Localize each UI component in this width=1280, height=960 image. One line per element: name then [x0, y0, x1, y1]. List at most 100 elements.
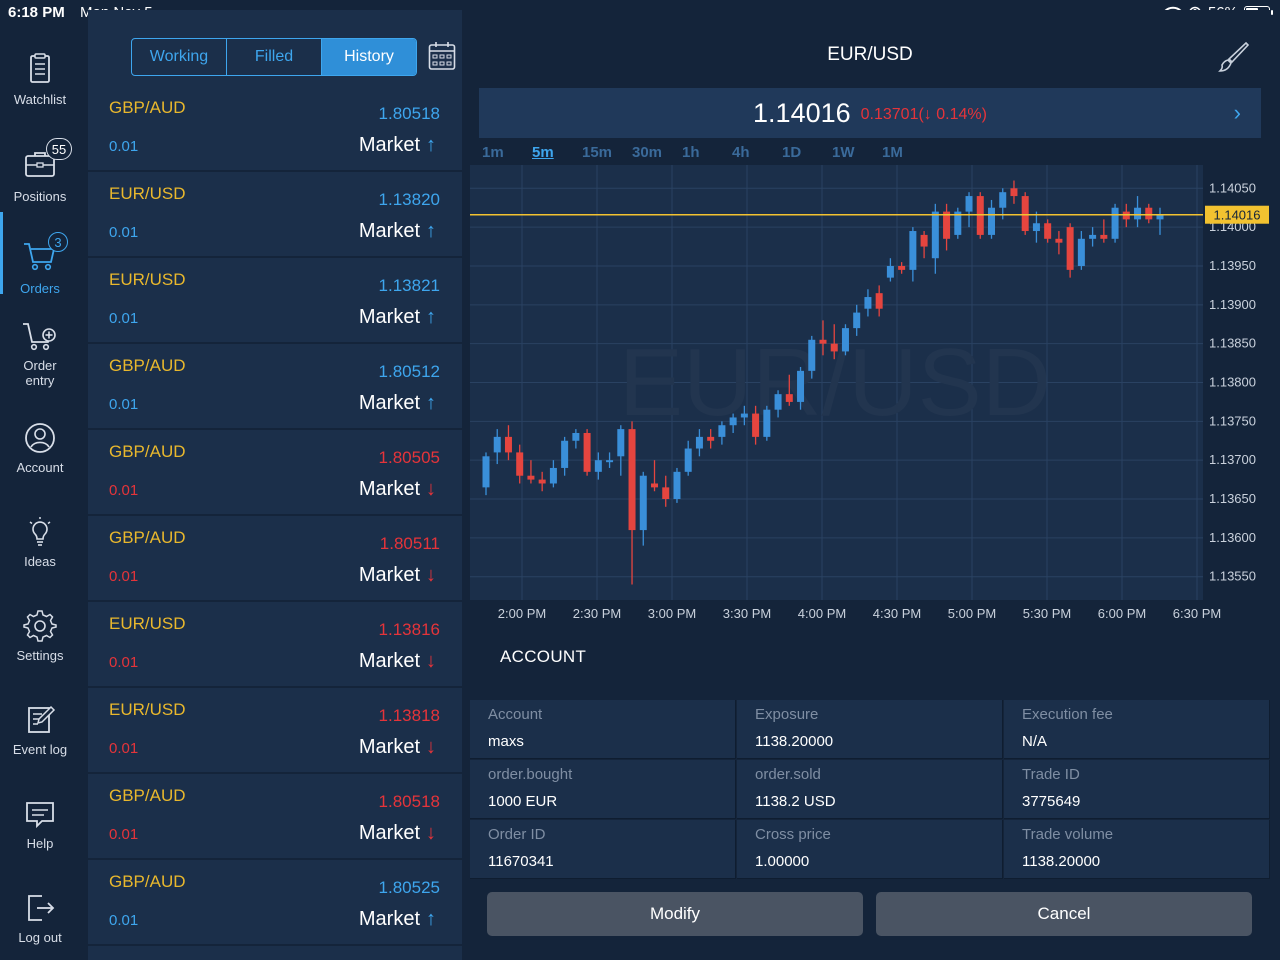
y-tick-label: 1.13550 — [1209, 569, 1256, 584]
order-row[interactable]: EUR/USD 1.13820 0.01 Market ↑ — [88, 172, 462, 258]
order-quantity: 0.01 — [109, 654, 139, 671]
order-type: Market — [358, 736, 420, 758]
candle — [841, 328, 849, 352]
candlestick-chart[interactable]: 2:00 PM 2:30 PM 3:00 PM 3:30 PM 4:00 PM 4:30 … — [470, 165, 1270, 635]
candle — [594, 460, 602, 472]
order-row[interactable]: EUR/USD 1.13816 0.01 Market ↓ — [88, 602, 462, 688]
timeframe-4h[interactable]: 4h — [732, 144, 750, 161]
x-tick-label: 2:30 PM — [573, 606, 621, 621]
candle — [785, 394, 793, 402]
candle — [504, 436, 512, 453]
sidebar-item-logout[interactable]: Log out — [0, 880, 80, 960]
order-price: 1.13820 — [378, 190, 440, 209]
cancel-button[interactable]: Cancel — [876, 892, 1252, 936]
sidebar-item-ideas[interactable]: Ideas — [0, 504, 80, 584]
order-row[interactable]: EUR/USD 1.13818 0.01 Market ↓ — [88, 688, 462, 774]
sidebar-item-positions[interactable]: 55 Positions — [0, 136, 80, 216]
candle — [1134, 207, 1142, 220]
sidebar-label-settings: Settings — [16, 648, 64, 663]
sidebar-item-orders[interactable]: 3 Orders — [0, 212, 80, 296]
sidebar-item-order-entry[interactable]: Order entry — [0, 308, 80, 388]
candle — [1156, 215, 1164, 220]
candle — [808, 339, 816, 371]
candle — [909, 231, 917, 270]
order-row[interactable]: EUR/USD 1.13821 0.01 Market ↑ — [88, 258, 462, 344]
order-row[interactable]: GBP/AUD 1.80505 0.01 Market ↓ — [88, 430, 462, 516]
orders-badge: 3 — [48, 232, 68, 252]
tab-working[interactable]: Working — [132, 39, 227, 75]
order-price: 1.80518 — [378, 104, 440, 123]
candle — [1021, 196, 1029, 232]
timeframe-30m[interactable]: 30m — [632, 144, 663, 161]
order-row[interactable]: GBP/AUD 1.80511 0.01 Market ↓ — [88, 516, 462, 602]
arrow-up-icon: ↑ — [426, 134, 436, 156]
timeframe-1m[interactable]: 1m — [482, 144, 504, 161]
candle — [707, 436, 715, 441]
sidebar-label-positions: Positions — [13, 189, 67, 204]
order-pair: EUR/USD — [109, 614, 186, 633]
account-cell-label: Order ID — [488, 826, 546, 843]
timeframe-1h[interactable]: 1h — [682, 144, 700, 161]
order-pair: GBP/AUD — [109, 442, 186, 461]
candle — [516, 452, 524, 476]
sidebar-item-help[interactable]: Help — [0, 786, 80, 866]
candle — [729, 417, 737, 426]
y-tick-label: 1.13700 — [1209, 452, 1256, 467]
account-cell: Order ID 11670341 — [470, 820, 736, 879]
tab-history[interactable]: History — [322, 39, 416, 75]
calendar-icon[interactable] — [428, 41, 456, 71]
timeframe-1m[interactable]: 1M — [882, 144, 903, 161]
x-tick-label: 4:30 PM — [873, 606, 921, 621]
order-price: 1.80525 — [378, 878, 440, 897]
lightbulb-icon — [29, 517, 51, 546]
sidebar-label-ideas: Ideas — [24, 554, 56, 569]
candle — [527, 475, 535, 480]
timeframe-1w[interactable]: 1W — [832, 144, 855, 161]
order-quantity: 0.01 — [109, 740, 139, 757]
order-quantity: 0.01 — [109, 482, 139, 499]
sidebar-item-watchlist[interactable]: Watchlist — [0, 42, 80, 122]
candle — [898, 265, 906, 270]
account-section-title: ACCOUNT — [500, 647, 587, 666]
candle — [1044, 223, 1052, 239]
order-row[interactable]: GBP/AUD 1.80518 0.01 Market ↓ — [88, 774, 462, 860]
current-price-tag — [1205, 205, 1269, 224]
x-tick-label: 4:00 PM — [798, 606, 846, 621]
order-price: 1.13821 — [378, 276, 440, 295]
candle — [774, 394, 782, 410]
candle — [797, 370, 805, 402]
sidebar-item-settings[interactable]: Settings — [0, 598, 80, 678]
candle — [1055, 238, 1063, 243]
chevron-right-icon: › — [1233, 100, 1241, 125]
account-cell-label: Cross price — [755, 826, 831, 843]
candle — [572, 432, 580, 441]
candle — [1100, 234, 1108, 239]
tab-filled[interactable]: Filled — [227, 39, 322, 75]
y-tick-label: 1.13800 — [1209, 375, 1256, 390]
sidebar-item-account[interactable]: Account — [0, 410, 80, 490]
candle — [763, 409, 771, 437]
candle — [493, 436, 501, 453]
order-pair: EUR/USD — [109, 184, 186, 203]
briefcase-icon — [25, 152, 55, 177]
quote-bar[interactable]: 1.14016 0.13701(↓ 0.14%) › — [479, 88, 1261, 138]
timeframe-15m[interactable]: 15m — [582, 144, 613, 161]
order-row[interactable]: GBP/AUD 1.80518 0.01 Market ↑ — [88, 86, 462, 172]
status-time: 6:18 PM — [8, 4, 65, 21]
x-tick-label: 3:00 PM — [648, 606, 696, 621]
account-cell-value: 1138.20000 — [1022, 853, 1101, 870]
order-row[interactable]: GBP/AUD 1.80512 0.01 Market ↑ — [88, 344, 462, 430]
sidebar-item-event-log[interactable]: Event log — [0, 692, 80, 772]
brush-icon[interactable] — [1216, 40, 1250, 74]
candle — [920, 234, 928, 247]
user-icon — [25, 423, 55, 453]
sidebar-label-watchlist: Watchlist — [13, 92, 67, 107]
modify-button[interactable]: Modify — [487, 892, 863, 936]
order-price: 1.13818 — [378, 706, 440, 725]
timeframe-1d[interactable]: 1D — [782, 144, 802, 161]
candle — [617, 429, 625, 457]
account-cell-label: Execution fee — [1022, 706, 1113, 723]
timeframe-5m[interactable]: 5m — [532, 144, 554, 161]
candle — [1010, 188, 1018, 197]
order-row[interactable]: GBP/AUD 1.80525 0.01 Market ↑ — [88, 860, 462, 946]
